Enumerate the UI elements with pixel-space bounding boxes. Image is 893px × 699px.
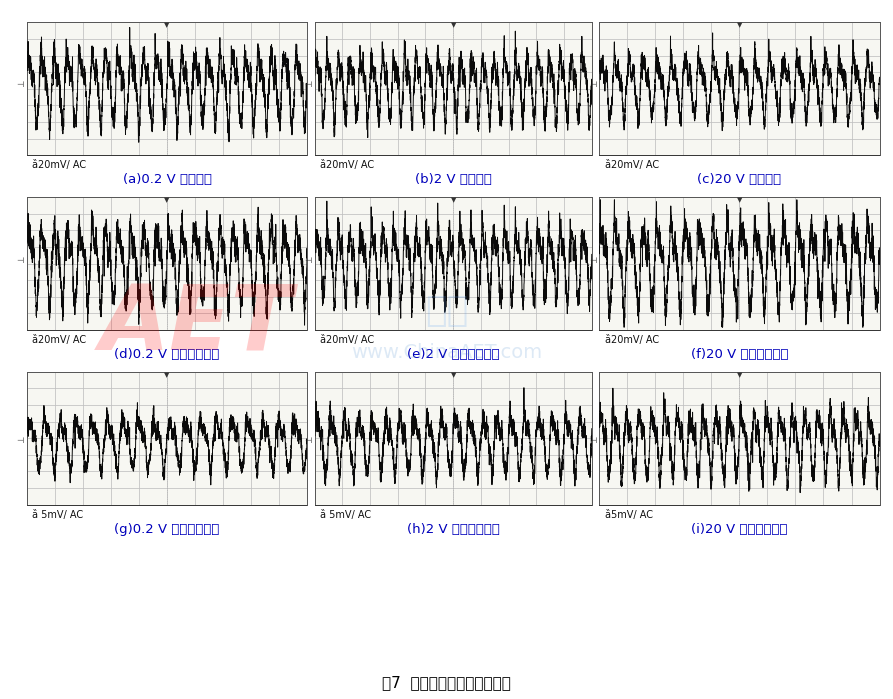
Text: 论坛: 论坛 xyxy=(425,294,468,328)
Text: ▼: ▼ xyxy=(737,372,742,378)
Text: AET: AET xyxy=(100,281,293,369)
Text: ⊣: ⊣ xyxy=(305,80,312,89)
Text: (h)2 V 电容负载纹波: (h)2 V 电容负载纹波 xyxy=(406,523,500,535)
Text: ⊣: ⊣ xyxy=(588,80,597,89)
Text: ȁ 5mV/ AC: ȁ 5mV/ AC xyxy=(321,510,371,519)
Text: ȁ20mV/ AC: ȁ20mV/ AC xyxy=(32,335,87,345)
Text: ȁ 5mV/ AC: ȁ 5mV/ AC xyxy=(32,510,84,519)
Text: (d)0.2 V 电阵负载纹波: (d)0.2 V 电阵负载纹波 xyxy=(114,348,220,361)
Text: ▼: ▼ xyxy=(737,197,742,203)
Text: (a)0.2 V 空载纹波: (a)0.2 V 空载纹波 xyxy=(122,173,212,186)
Text: ⊣: ⊣ xyxy=(305,257,312,266)
Text: ▼: ▼ xyxy=(164,22,170,29)
Text: ▼: ▼ xyxy=(164,372,170,378)
Text: ▼: ▼ xyxy=(737,22,742,29)
Text: ▼: ▼ xyxy=(450,197,456,203)
Text: (b)2 V 空载纹波: (b)2 V 空载纹波 xyxy=(414,173,492,186)
Text: ȁ5mV/ AC: ȁ5mV/ AC xyxy=(605,510,653,519)
Text: ▼: ▼ xyxy=(164,197,170,203)
Text: (i)20 V 电容负载纹波: (i)20 V 电容负载纹波 xyxy=(691,523,788,535)
Text: ⊣: ⊣ xyxy=(588,257,597,266)
Text: ▼: ▼ xyxy=(450,22,456,29)
Text: ⊣: ⊣ xyxy=(305,436,312,445)
Text: ȁ20mV/ AC: ȁ20mV/ AC xyxy=(605,160,659,170)
Text: ȁ20mV/ AC: ȁ20mV/ AC xyxy=(605,335,659,345)
Text: ⊣: ⊣ xyxy=(17,80,24,89)
Text: (c)20 V 空载纹波: (c)20 V 空载纹波 xyxy=(697,173,781,186)
Text: (g)0.2 V 电容负载纹波: (g)0.2 V 电容负载纹波 xyxy=(114,523,220,535)
Text: ȁ20mV/ AC: ȁ20mV/ AC xyxy=(32,160,87,170)
Text: ⊣: ⊣ xyxy=(17,257,24,266)
Text: ⊣: ⊣ xyxy=(588,436,597,445)
Text: ȁ20mV/ AC: ȁ20mV/ AC xyxy=(321,160,374,170)
Text: www.ChinaAET.com: www.ChinaAET.com xyxy=(351,343,542,363)
Text: ▼: ▼ xyxy=(450,372,456,378)
Text: ȁ20mV/ AC: ȁ20mV/ AC xyxy=(321,335,374,345)
Text: 图7  数字程控直流变换器纹波: 图7 数字程控直流变换器纹波 xyxy=(382,676,511,691)
Text: (f)20 V 电阵负载纹波: (f)20 V 电阵负载纹波 xyxy=(690,348,788,361)
Text: ⊣: ⊣ xyxy=(17,436,24,445)
Text: (e)2 V 电阵负载纹波: (e)2 V 电阵负载纹波 xyxy=(407,348,499,361)
